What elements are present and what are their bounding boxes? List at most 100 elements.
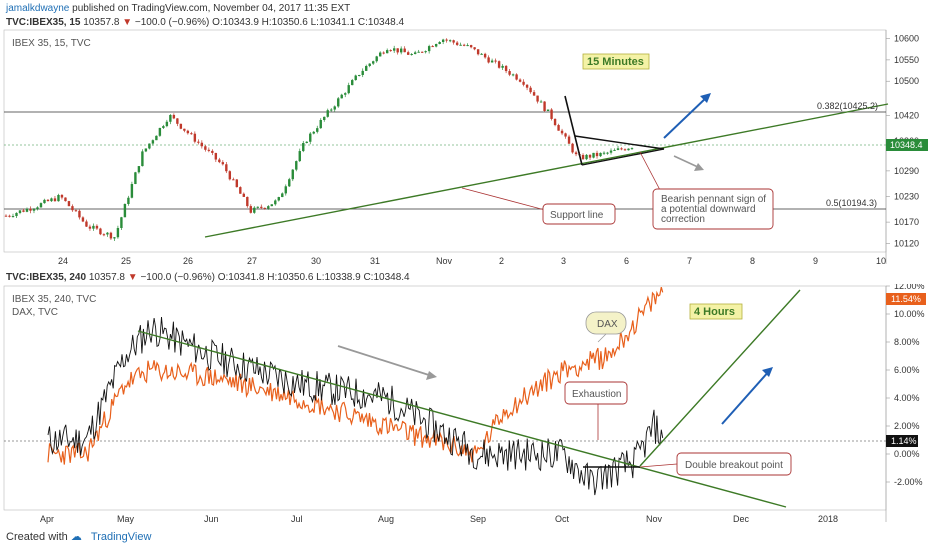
y-tick-label: 10600 — [894, 34, 919, 44]
candle-body — [141, 151, 144, 167]
candle-body — [501, 65, 504, 68]
candle-body — [204, 146, 207, 150]
down-triangle-icon: ▼ — [122, 17, 133, 28]
pennant-upper-line[interactable] — [574, 135, 665, 150]
tradingview-brand[interactable]: TradingView — [90, 531, 152, 543]
candle-body — [155, 135, 158, 141]
candle-body — [410, 54, 413, 56]
tradingview-cloud-icon: ☁ — [70, 531, 82, 543]
dax-callout-label: DAX — [597, 319, 618, 330]
breakout-uptrend-line[interactable] — [639, 289, 801, 467]
x-tick-label: Nov — [646, 514, 663, 524]
candle-body — [260, 206, 263, 208]
x-tick-label: 2 — [499, 256, 504, 266]
support-trendline[interactable] — [204, 103, 889, 238]
chart-4hour[interactable]: 12.00% 10.00% 8.00% 6.00% 4.00% 2.00% 0.00% -2.… — [0, 284, 932, 526]
chart-15min[interactable]: 1060010550105001042010360102901023010170… — [0, 28, 932, 268]
downtrend-line[interactable] — [137, 330, 787, 508]
candle-body — [274, 200, 277, 205]
candle-body — [392, 48, 396, 51]
candle-body — [25, 208, 29, 212]
candle-body — [256, 206, 259, 208]
candle-body — [116, 228, 120, 238]
candle-body — [309, 133, 312, 142]
candle-body — [438, 41, 441, 45]
candle-body — [11, 216, 15, 218]
candle-body — [553, 118, 557, 126]
candle-body — [564, 133, 567, 137]
candle-body — [78, 210, 81, 218]
candle-body — [99, 228, 102, 235]
panel1-high: H:10350.6 — [261, 17, 308, 28]
x-tick-label: 31 — [370, 256, 380, 266]
candle-body — [43, 199, 46, 204]
candle-body — [490, 60, 494, 63]
x-tick-label: Sep — [470, 514, 486, 524]
ibex-tag-text: 1.14% — [891, 436, 917, 446]
candle-body — [532, 92, 536, 96]
candle-body — [497, 61, 501, 68]
candle-body — [466, 45, 469, 47]
candle-body — [592, 152, 595, 158]
candle-body — [340, 94, 343, 99]
candle-body — [151, 140, 155, 144]
exhaustion-callout-box — [564, 381, 628, 405]
y-tick-label: 10290 — [894, 166, 919, 176]
pennant-pole[interactable] — [564, 95, 583, 166]
price-tag-box — [886, 139, 928, 151]
panel1-low: L:10341.1 — [310, 17, 356, 28]
footer: Created with ☁ TradingView — [6, 530, 151, 543]
candle-body — [218, 159, 221, 163]
candle-body — [550, 109, 553, 119]
candle-body — [599, 152, 602, 157]
candle-body — [8, 215, 11, 217]
candle-body — [211, 150, 214, 153]
candle-body — [518, 79, 522, 82]
candle-body — [249, 206, 253, 213]
y-tick-label: 10500 — [894, 76, 919, 86]
x-tick-label: 6 — [624, 256, 629, 266]
author-name[interactable]: jamalkdwayne — [6, 3, 70, 14]
created-with-label: Created with — [6, 531, 68, 543]
candle-body — [225, 164, 228, 172]
candle-body — [627, 148, 630, 151]
candle-body — [207, 149, 211, 151]
candle-body — [298, 151, 301, 162]
candle-body — [102, 234, 106, 236]
candle-body — [351, 80, 354, 86]
candle-body — [595, 152, 599, 157]
panel2-symbol: TVC:IBEX35, 240 — [6, 272, 87, 283]
price-tag-text: 10348.4 — [890, 140, 923, 150]
candle-body — [326, 110, 329, 117]
candle-body — [15, 212, 18, 217]
candle-body — [263, 207, 266, 209]
candle-body — [483, 53, 487, 58]
candle-body — [190, 133, 193, 135]
candle-body — [106, 232, 109, 235]
x-tick-label: 2018 — [818, 514, 838, 524]
pennant-lower-line[interactable] — [581, 148, 665, 166]
ibex-tag-box — [886, 435, 918, 447]
candle-body — [267, 206, 270, 209]
y-tick-label: 8.00% — [894, 337, 920, 347]
panel2-low: L:10338.9 — [316, 272, 361, 283]
candle-body — [36, 207, 39, 210]
blue-arrow-up-icon — [721, 367, 773, 425]
candle-body — [557, 125, 560, 131]
candle-body — [574, 152, 578, 155]
candle-body — [616, 148, 620, 150]
panel2-last: 10357.8 — [88, 272, 125, 283]
pennant-note-line2: a potential downward — [661, 204, 756, 215]
panel1-close: C:10348.4 — [357, 17, 405, 28]
candle-body — [399, 48, 403, 53]
candle-body — [179, 123, 183, 129]
candle-body — [4, 215, 8, 217]
candle-body — [333, 106, 336, 110]
candle-body — [288, 179, 291, 187]
candle-body — [389, 50, 392, 52]
candle-body — [441, 39, 445, 42]
candle-body — [172, 114, 176, 119]
candle-body — [316, 128, 319, 132]
candle-body — [302, 143, 305, 152]
badge-15-minutes-text: 15 Minutes — [587, 56, 644, 68]
